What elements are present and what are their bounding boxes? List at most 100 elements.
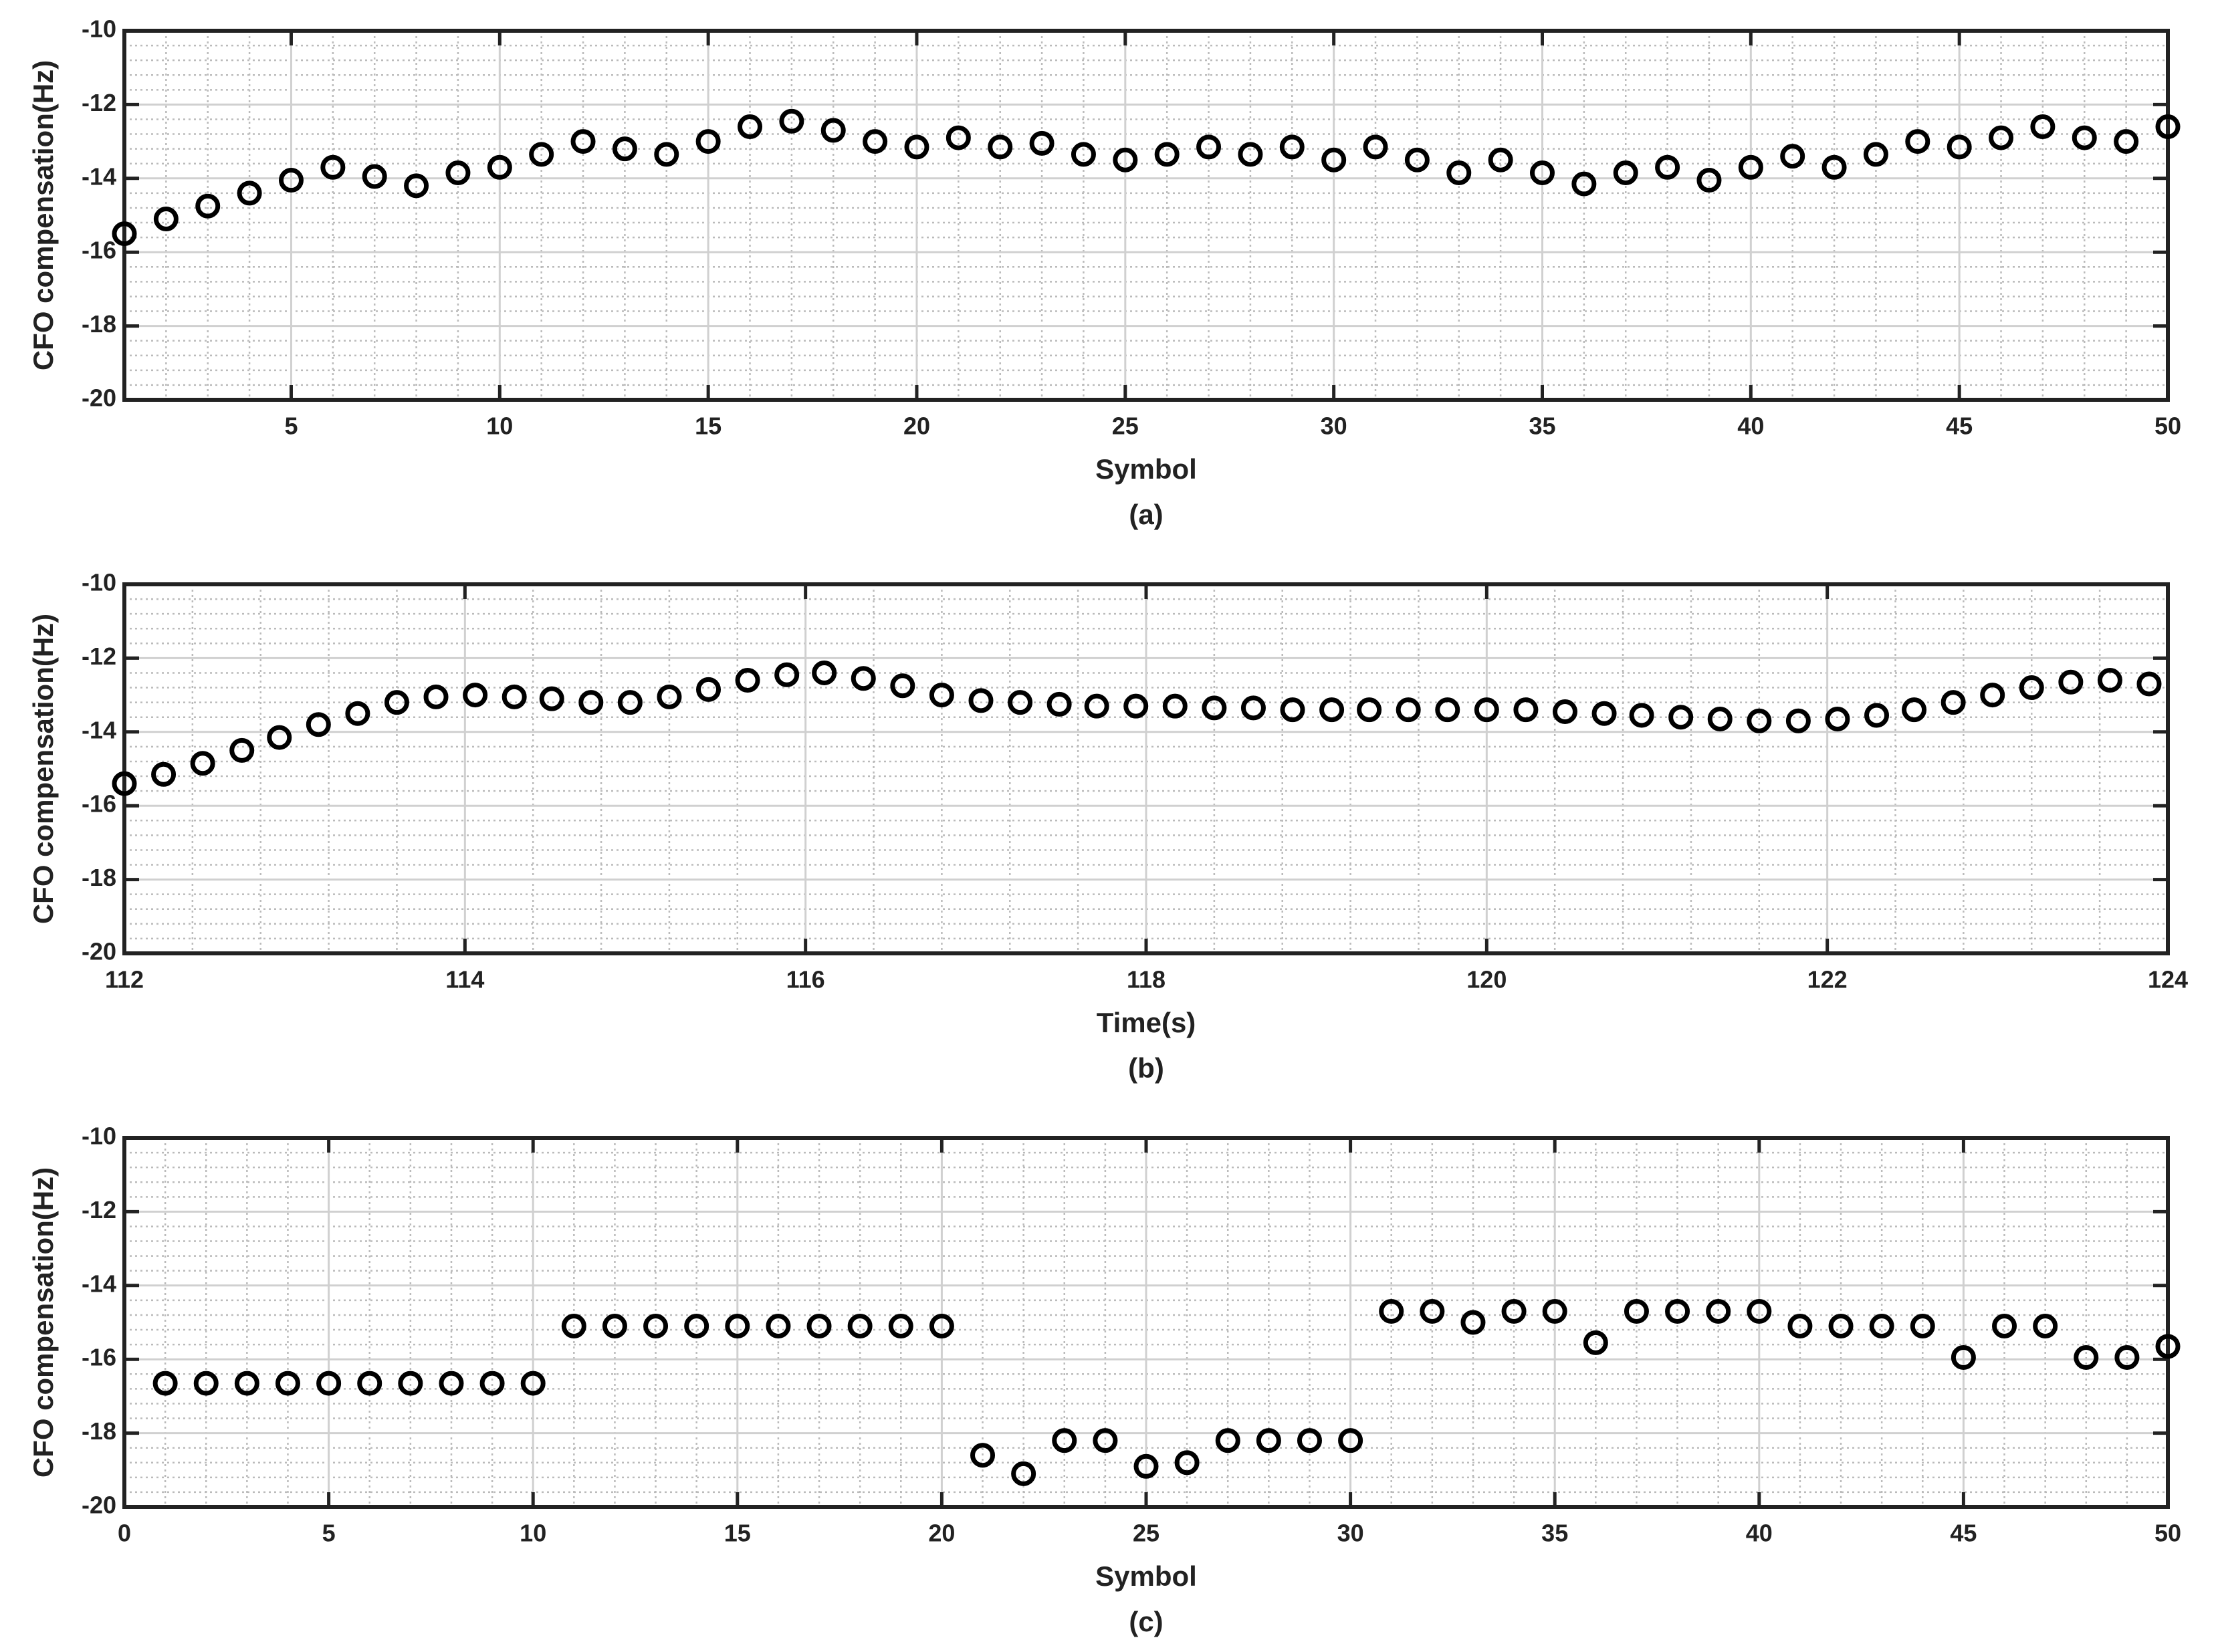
marker (1591, 701, 1617, 726)
subplot: 112 114 116 118 120 122 124 -20 -18 -16 -14 -12 -10 T… (27, 569, 2188, 1084)
marker (1123, 693, 1149, 719)
marker (2155, 114, 2181, 140)
marker (1202, 695, 1227, 721)
x-tick-label: 30 (1321, 412, 1347, 440)
x-tick-label: 50 (2154, 412, 2181, 440)
marker (193, 1371, 219, 1396)
y-tick-label: -12 (82, 1196, 116, 1223)
marker (1446, 160, 1472, 186)
x-tick-label: 45 (1950, 1520, 1977, 1547)
y-tick-label: -10 (82, 1123, 116, 1150)
marker (1133, 1453, 1159, 1479)
marker (278, 168, 304, 193)
marker (502, 684, 527, 709)
marker (520, 1371, 546, 1396)
x-tick-label: 40 (1737, 412, 1764, 440)
y-tick-label: -10 (82, 15, 116, 43)
caption: (a) (1129, 499, 1163, 530)
marker (929, 1314, 954, 1339)
marker (738, 114, 763, 140)
marker (152, 1371, 178, 1396)
y-tick-label: -16 (82, 1344, 116, 1371)
marker (1297, 1428, 1322, 1453)
x-tick-label: 40 (1746, 1520, 1773, 1547)
marker (112, 771, 137, 796)
marker (725, 1314, 750, 1339)
y-tick-label: -20 (82, 384, 116, 412)
marker (2030, 114, 2056, 140)
marker (1513, 697, 1539, 723)
marker (2033, 1314, 2058, 1339)
marker (695, 129, 721, 154)
marker (612, 136, 637, 162)
subplot: 5 10 15 20 25 30 35 40 45 50 -20 -18 -16 -14 -12 -10 Sym… (27, 15, 2181, 531)
marker (237, 181, 262, 206)
marker (1706, 1298, 1731, 1324)
x-tick-label: 25 (1133, 1520, 1159, 1547)
marker (820, 118, 846, 143)
y-tick-label: -16 (82, 790, 116, 818)
x-tick-label: 20 (928, 1520, 955, 1547)
x-tick-label: 118 (1127, 966, 1166, 993)
marker (968, 688, 994, 713)
marker (539, 686, 564, 711)
subplot: 0 5 10 15 20 25 30 35 40 45 50 -20 -18 -16 -14 -12 -10 Sy… (27, 1123, 2181, 1638)
marker (151, 761, 177, 787)
marker (1396, 697, 1421, 723)
marker (1011, 1461, 1036, 1486)
marker (1338, 1428, 1363, 1453)
marker (1780, 144, 1805, 169)
marker (234, 1371, 259, 1396)
y-tick-label: -10 (82, 569, 116, 596)
x-tick-label: 0 (118, 1520, 131, 1547)
marker (1992, 1314, 2017, 1339)
x-tick-label: 10 (520, 1520, 546, 1547)
marker (657, 684, 682, 709)
marker (1655, 154, 1680, 180)
marker (112, 221, 137, 247)
plot-area (124, 31, 2168, 400)
marker (1174, 1450, 1200, 1476)
marker (1279, 134, 1305, 160)
marker (1738, 154, 1763, 180)
marker (1825, 706, 1850, 731)
marker (1488, 147, 1513, 172)
x-tick-label: 122 (1807, 966, 1848, 993)
marker (1624, 1298, 1649, 1324)
marker (1785, 708, 1811, 733)
marker (1665, 1298, 1690, 1324)
x-tick-label: 25 (1112, 412, 1139, 440)
marker (1864, 703, 1890, 728)
marker (2155, 1334, 2181, 1359)
marker (439, 1371, 464, 1396)
marker (1256, 1428, 1281, 1453)
x-tick-label: 35 (1541, 1520, 1568, 1547)
axes-frame (122, 29, 2170, 402)
marker (1093, 1428, 1118, 1453)
marker (970, 1443, 996, 1468)
marker (2058, 669, 2084, 695)
marker (654, 142, 679, 167)
caption: (c) (1129, 1606, 1163, 1637)
marker (190, 751, 215, 776)
marker (578, 690, 604, 715)
marker (602, 1314, 627, 1339)
marker (561, 1314, 586, 1339)
x-tick-label: 50 (2154, 1520, 2181, 1547)
marker (779, 108, 804, 134)
marker (1696, 168, 1722, 193)
marker (643, 1314, 669, 1339)
marker (479, 1371, 505, 1396)
marker (1787, 1314, 1813, 1339)
marker (1501, 1298, 1527, 1324)
marker (487, 154, 512, 180)
marker (1084, 693, 1109, 719)
marker (362, 164, 387, 189)
marker (570, 129, 596, 154)
marker (1008, 690, 1033, 715)
marker (1113, 147, 1138, 172)
marker (1215, 1428, 1240, 1453)
marker (1321, 147, 1347, 172)
marker (617, 690, 643, 715)
